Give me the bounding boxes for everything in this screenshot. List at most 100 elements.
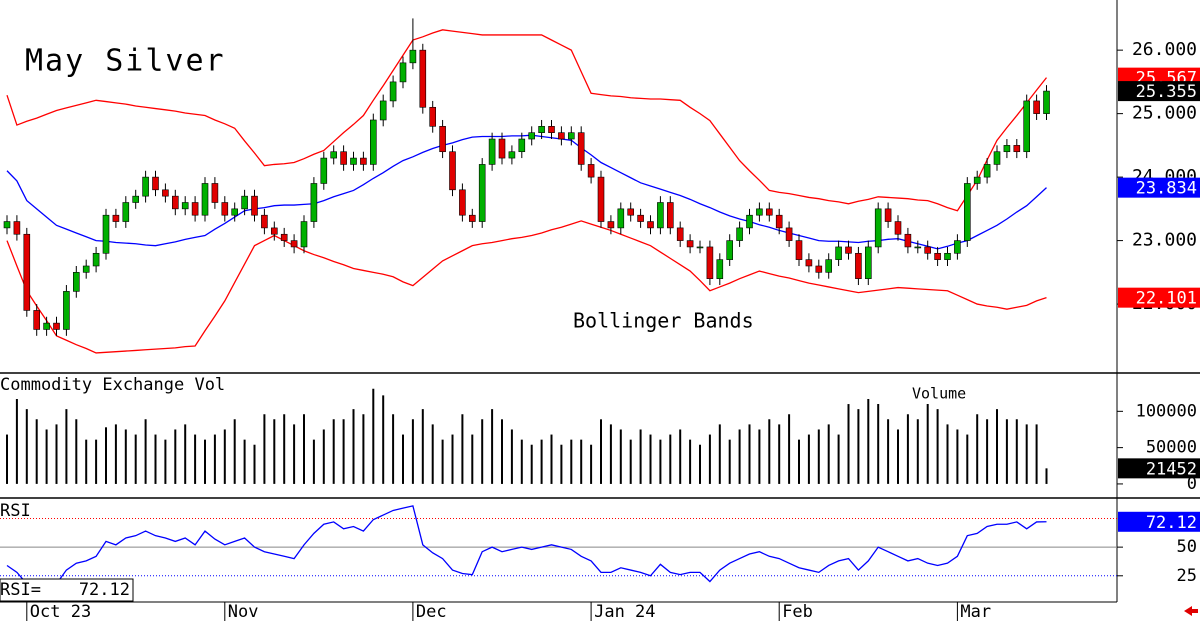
candle-body [231,208,238,216]
y-tick-label: 50000 [1146,438,1197,458]
candle-body [459,189,466,216]
value-box-label: 21452 [1146,459,1197,479]
candle-body [924,246,932,254]
candle-body [419,49,427,108]
lower-band [6,220,1047,354]
candle-body [449,151,456,191]
candle-body [152,176,159,191]
candle-body [488,138,496,165]
candle-body [538,126,545,133]
candle-body [142,176,149,197]
candle-body [63,291,70,330]
candle-body [310,183,318,222]
candle-body [686,240,694,248]
candle-body [201,183,209,216]
candle-body [439,126,446,153]
x-tick-label: Nov [228,602,259,621]
candle-body [340,151,347,165]
candle-body [1033,100,1040,114]
candle-body [3,221,11,229]
value-box [1118,177,1200,198]
candle-body [696,246,704,249]
candle-body [1043,90,1050,114]
rsi-readout-value: 72.12 [79,580,130,600]
candle-body [112,214,120,222]
candle-body [864,246,872,279]
candle-body [1003,145,1011,153]
y-tick-label: 25 [1177,566,1197,586]
candle-body [617,208,625,229]
candle-body [874,208,882,248]
candle-body [330,151,338,159]
annotation: Volume [912,385,966,403]
candle-body [647,221,654,229]
y-tick-label: 100000 [1136,401,1197,421]
candle-body [162,189,169,197]
candle-body [914,246,922,249]
y-tick-label: 50 [1177,537,1197,557]
candle-body [508,151,516,159]
value-box-label: 25.355 [1136,82,1197,102]
x-tick-label: Jan 24 [594,602,655,621]
value-box-label: 72.12 [1146,513,1197,533]
candle-body [350,157,357,165]
x-tick-label: Dec [416,602,447,621]
candle-body [132,195,139,203]
candle-body [805,259,813,267]
candle-body [548,126,555,133]
candle-body [993,151,1001,165]
candle-body [845,246,852,254]
value-box-label: 23.834 [1136,179,1197,199]
candle-body [775,214,783,229]
middle-band [6,134,1047,250]
candle-body [637,214,644,222]
value-box [1118,81,1200,102]
candle-body [983,164,991,178]
candle-body [399,62,407,83]
candle-body [855,252,862,279]
candle-body [409,49,417,64]
candle-body [1013,145,1021,153]
candle-body [736,227,743,241]
candle-body [795,240,803,260]
candle-body [825,259,833,273]
candle-body [360,157,367,165]
candle-body [320,157,328,184]
rsi-readout-box [0,578,134,602]
candle-body [597,176,605,222]
candle-body [785,227,793,241]
candle-body [13,221,21,235]
candle-body [746,214,753,229]
y-tick-label: 0 [1187,474,1197,494]
candle-body [73,272,80,292]
candle-body [904,233,912,248]
candle-body [280,233,288,241]
x-tick-label: Feb [782,602,813,621]
candle-body [815,265,823,273]
candle-body [221,202,229,216]
candle-body [884,208,892,222]
candle-body [369,119,377,165]
candle-body [379,100,387,121]
x-tick-label: Mar [960,602,991,621]
candle-body [934,252,941,260]
chart-title: May Silver [25,44,226,79]
candle-body [835,246,842,260]
candle-body [191,202,199,216]
candle-body [478,164,486,222]
candle-body [518,138,526,153]
candle-body [963,183,971,241]
value-box-label: 22.101 [1136,289,1197,309]
candle-body [587,164,595,178]
candle-body [290,240,298,248]
candle-body [468,214,476,222]
candle-body [92,252,100,267]
candle-body [181,202,189,210]
candle-body [607,221,615,229]
y-tick-label: 26.000 [1132,39,1197,60]
value-box [1118,511,1200,532]
candle-body [756,208,763,216]
candle-body [676,227,684,241]
